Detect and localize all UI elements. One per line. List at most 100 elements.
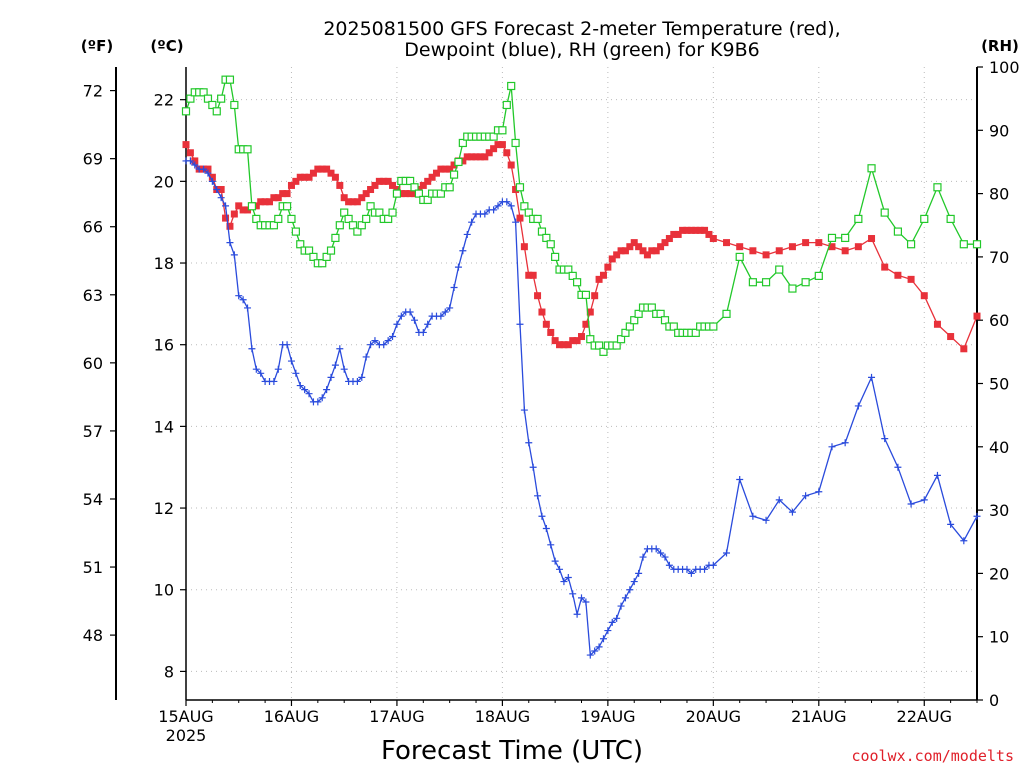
data-point [525, 271, 533, 279]
data-point [687, 569, 695, 577]
data-point [604, 627, 612, 635]
data-point [503, 149, 511, 157]
data-point [204, 165, 212, 173]
data-point [230, 251, 238, 259]
data-point [222, 214, 230, 222]
data-point [181, 107, 191, 116]
data-point [604, 263, 612, 271]
data-point [691, 328, 700, 337]
data-point [960, 537, 968, 545]
data-point [502, 100, 511, 110]
data-point [411, 190, 419, 198]
data-point [441, 165, 449, 173]
data-point [894, 271, 902, 279]
x-tick-label: 19AUG [580, 707, 635, 726]
data-point [722, 309, 731, 318]
chart-title-line-1: 2025081500 GFS Forecast 2-meter Temperat… [323, 18, 840, 40]
data-point [186, 94, 195, 103]
data-point [608, 255, 616, 263]
data-point [384, 214, 393, 224]
data-point [625, 322, 634, 331]
data-point [419, 181, 427, 189]
data-point [683, 565, 691, 573]
data-point [546, 240, 555, 249]
data-point [701, 226, 709, 234]
data-point [512, 186, 520, 194]
data-point [468, 153, 476, 161]
data-point [230, 210, 238, 218]
data-point [538, 308, 546, 316]
data-point [551, 252, 560, 261]
x-axis-title: Forecast Time (UTC) [381, 736, 643, 766]
data-point [498, 141, 506, 149]
data-point [511, 138, 520, 148]
data-point [449, 170, 459, 179]
data-point [340, 208, 349, 217]
data-point [568, 271, 577, 280]
data-point [564, 265, 573, 274]
data-point [947, 333, 955, 341]
data-point [476, 153, 484, 161]
credit-link[interactable]: coolwx.com/modelts [851, 747, 1014, 765]
data-point [226, 222, 234, 230]
data-point [336, 345, 344, 353]
data-point [485, 149, 493, 157]
data-point [657, 549, 665, 557]
data-point [445, 183, 454, 192]
data-point [269, 221, 278, 230]
data-point [683, 226, 691, 234]
data-point [358, 373, 366, 381]
data-point [723, 239, 731, 247]
data-point [304, 246, 314, 255]
data-point [327, 169, 335, 177]
data-point [705, 230, 713, 238]
data-point [621, 328, 630, 337]
data-point [186, 149, 194, 157]
data-point [287, 214, 296, 224]
data-point [665, 235, 673, 243]
data-point [353, 227, 362, 236]
data-point [648, 247, 656, 255]
data-point [599, 635, 607, 643]
data-point [371, 337, 379, 345]
data-point [323, 386, 331, 394]
data-point [515, 183, 525, 192]
data-point [283, 341, 291, 349]
x-tick-label: 21AUG [791, 707, 846, 726]
data-point [701, 565, 709, 573]
data-point [468, 218, 476, 226]
data-point [660, 316, 670, 325]
data-point [582, 320, 590, 328]
data-point [736, 475, 744, 483]
data-point [586, 335, 595, 344]
data-point [947, 520, 955, 528]
data-point [591, 292, 599, 300]
data-point [749, 512, 757, 520]
data-point [723, 549, 731, 557]
data-point [437, 312, 445, 320]
data-point [594, 341, 604, 350]
data-point [362, 214, 371, 224]
data-point [459, 157, 467, 165]
data-point [309, 169, 317, 177]
fahrenheit-tick-label: 66 [83, 218, 103, 237]
data-point [200, 165, 208, 173]
data-point [244, 304, 252, 312]
data-point [182, 141, 190, 149]
data-point [348, 221, 358, 230]
data-point [375, 208, 384, 217]
data-point [529, 463, 537, 471]
rh-tick-label: 60 [989, 311, 1009, 330]
data-point [309, 252, 318, 261]
data-point [639, 247, 647, 255]
data-point [428, 173, 436, 181]
x-tick-sublabel: 2025 [166, 726, 207, 745]
data-point [437, 165, 445, 173]
data-point [235, 292, 243, 300]
data-point [973, 512, 981, 520]
celsius-unit-label: (ºC) [150, 37, 183, 55]
data-point [586, 651, 594, 659]
rh-tick-label: 70 [989, 248, 1009, 267]
data-point [186, 157, 194, 165]
